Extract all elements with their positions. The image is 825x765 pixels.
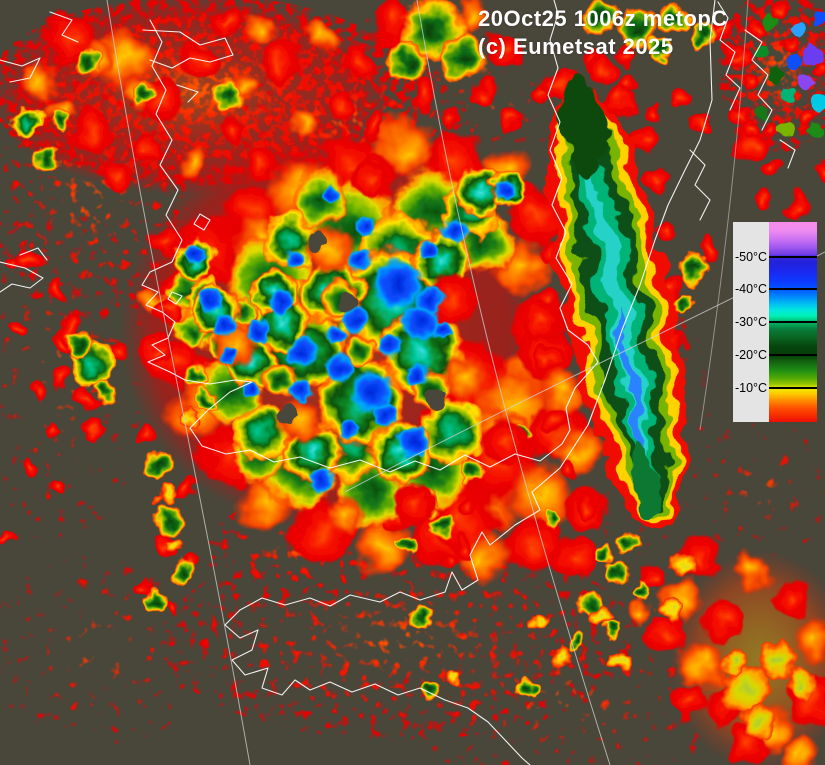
legend-tick-label: -50°C [734, 249, 768, 264]
color-bar [769, 222, 817, 422]
legend-tick-label: -40°C [734, 282, 768, 296]
legend-tick-line [769, 387, 817, 390]
convective-band [549, 68, 687, 530]
coastline-anglesey [167, 291, 183, 305]
temperature-legend: -50°C -40°C -30°C -20°C -10°C [733, 222, 817, 422]
graticule-meridian-west [106, 0, 251, 765]
legend-tick-line [769, 255, 817, 258]
coastline-scotland-islands [0, 11, 234, 103]
coastline-isle-of-man [193, 213, 211, 231]
legend-tick-label: -20°C [734, 348, 768, 362]
coastline-netherlands [574, 0, 716, 446]
graticule-meridian-center [416, 0, 611, 765]
image-credit: (c) Eumetsat 2025 [478, 34, 674, 59]
coastline-france [224, 444, 576, 765]
legend-tick-line [769, 354, 817, 356]
legend-tick-label: -30°C [734, 315, 768, 330]
legend-tick-line [769, 288, 817, 290]
cloud-cold-cores [185, 179, 516, 493]
title-block: 20Oct25 1006z metopC (c) Eumetsat 2025 [478, 5, 728, 61]
legend-tick-label: -10°C [734, 381, 768, 396]
legend-label-panel: -50°C -40°C -30°C -20°C -10°C [733, 222, 769, 422]
coastline-frisian [689, 1, 796, 221]
coastlines [0, 0, 796, 765]
coastline-britain [141, 0, 599, 473]
image-title: 20Oct25 1006z metopC [478, 6, 728, 31]
legend-tick-line [769, 321, 817, 324]
coastline-ireland [0, 247, 48, 293]
graticule-meridian-east [699, 0, 749, 431]
corner-speckles [743, 0, 825, 139]
